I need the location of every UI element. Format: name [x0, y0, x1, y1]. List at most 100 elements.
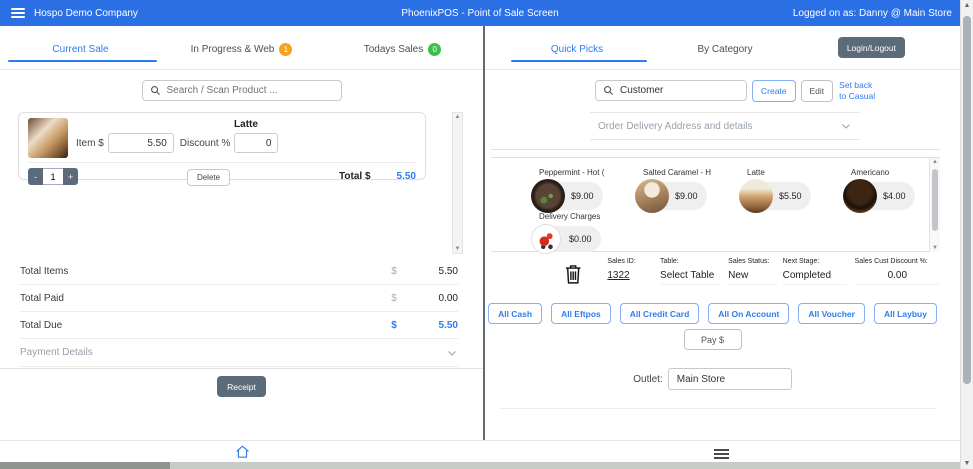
product-latte[interactable]: Latte $5.50 — [739, 168, 811, 213]
scroll-down-icon[interactable]: ▼ — [454, 246, 461, 252]
products-scrollbar[interactable]: ▲ ▼ — [929, 158, 940, 252]
tab-label: By Category — [697, 44, 753, 55]
product-pill: $9.00 — [531, 179, 603, 213]
product-peppermint[interactable]: Peppermint - Hot ( $9.00 — [531, 168, 605, 213]
tab-current-sale[interactable]: Current Sale — [0, 26, 161, 69]
product-search-row — [0, 70, 483, 110]
sales-id-value[interactable]: 1322 — [607, 270, 630, 281]
currency-symbol: $ — [391, 265, 397, 277]
total-due-label: Total Due — [20, 319, 63, 331]
product-name: Americano — [851, 168, 890, 177]
customer-input[interactable] — [614, 85, 746, 96]
sales-id-field: Sales ID: 1322 — [607, 258, 650, 284]
sale-item-card: Latte Item $ Discount % - + — [18, 112, 426, 186]
all-on-account-button[interactable]: All On Account — [708, 303, 790, 324]
scrollbar-thumb[interactable] — [932, 169, 938, 231]
sale-item-image — [28, 118, 68, 158]
outlet-input[interactable] — [667, 368, 792, 390]
delete-item-button[interactable]: Delete — [186, 169, 231, 186]
total-paid-row: Total Paid $ 0.00 — [20, 285, 458, 312]
scroll-down-icon[interactable]: ▼ — [932, 245, 938, 251]
tab-label: In Progress & Web — [190, 44, 275, 55]
receipt-button[interactable]: Receipt — [217, 376, 266, 397]
delivery-address-label: Order Delivery Address and details — [598, 120, 753, 132]
all-cash-button[interactable]: All Cash — [488, 303, 543, 324]
product-salted-caramel[interactable]: Salted Caramel - H $9.00 — [635, 168, 711, 213]
customer-row: Create Edit Set back to Casual — [595, 80, 960, 106]
product-pill: $9.00 — [635, 179, 707, 213]
tab-by-category[interactable]: By Category — [651, 26, 799, 69]
sale-item-name: Latte — [234, 119, 258, 130]
currency-symbol: $ — [391, 292, 397, 304]
line-total-value: 5.50 — [396, 171, 416, 182]
horizontal-scrollbar[interactable] — [0, 462, 960, 469]
next-stage-field: Next Stage: Completed — [782, 258, 847, 285]
all-eftpos-button[interactable]: All Eftpos — [551, 303, 611, 324]
qty-plus-button[interactable]: + — [63, 168, 78, 185]
product-pill: $0.00 — [531, 224, 601, 254]
payment-buttons-row: All Cash All Eftpos All Credit Card All … — [485, 303, 940, 324]
bottom-bar — [0, 440, 960, 462]
set-back-to-casual-link[interactable]: Set back to Casual — [839, 80, 876, 102]
total-paid-value: 0.00 — [438, 292, 458, 304]
company-name: Hospo Demo Company — [34, 7, 138, 19]
all-voucher-button[interactable]: All Voucher — [798, 303, 865, 324]
total-paid-label: Total Paid — [20, 292, 64, 304]
bottom-menu-icon[interactable] — [714, 447, 729, 461]
tab-quick-picks[interactable]: Quick Picks — [503, 26, 651, 69]
sales-status-field: Sales Status: New — [728, 258, 777, 285]
table-field: Table: Select Table — [660, 258, 721, 285]
product-name: Delivery Charges — [539, 212, 601, 221]
page-scrollbar[interactable]: ▲ ▼ — [960, 0, 973, 469]
scroll-down-icon[interactable]: ▼ — [963, 460, 971, 467]
all-laybuy-button[interactable]: All Laybuy — [873, 303, 937, 324]
scroll-up-icon[interactable]: ▲ — [963, 2, 971, 9]
product-image — [531, 179, 565, 213]
scrollbar-thumb[interactable] — [963, 16, 971, 384]
item-price-input[interactable] — [107, 133, 174, 153]
product-name: Latte — [747, 168, 765, 177]
qty-input[interactable] — [43, 168, 63, 185]
all-credit-card-button[interactable]: All Credit Card — [619, 303, 700, 324]
total-items-row: Total Items $ 5.50 — [20, 258, 458, 285]
product-name: Peppermint - Hot ( — [539, 168, 605, 177]
tab-label: Current Sale — [52, 44, 109, 55]
items-scrollbar[interactable]: ▲ ▼ — [452, 112, 463, 254]
customer-edit-button[interactable]: Edit — [800, 80, 834, 102]
chevron-down-icon — [842, 124, 850, 129]
menu-icon[interactable] — [11, 6, 25, 20]
product-americano[interactable]: Americano $4.00 — [843, 168, 915, 213]
qty-minus-button[interactable]: - — [28, 168, 43, 185]
search-icon — [150, 85, 160, 95]
product-delivery-charges[interactable]: Delivery Charges $0.00 — [531, 212, 601, 254]
payment-details-expander[interactable]: Payment Details — [20, 339, 458, 367]
divider — [500, 408, 935, 409]
product-image — [739, 179, 773, 213]
sale-info-row: Sales ID: 1322 Table: Select Table Sales… — [485, 258, 940, 286]
scroll-up-icon[interactable]: ▲ — [454, 114, 461, 120]
search-icon — [604, 86, 614, 96]
tab-todays-sales[interactable]: Todays Sales 0 — [322, 26, 483, 69]
currency-symbol: $ — [391, 319, 397, 331]
cust-discount-field: Sales Cust Discount %: 0.00 — [854, 258, 940, 285]
product-search-input[interactable] — [160, 84, 341, 96]
login-logout-button[interactable]: Login/Logout — [837, 37, 905, 58]
trash-icon[interactable] — [563, 262, 583, 286]
line-total-label: Total $ — [339, 171, 371, 182]
pay-amount-button[interactable]: Pay $ — [683, 329, 742, 350]
delivery-address-expander[interactable]: Order Delivery Address and details — [590, 112, 860, 140]
table-value[interactable]: Select Table — [660, 270, 721, 285]
scroll-up-icon[interactable]: ▲ — [932, 159, 938, 165]
product-search-box — [141, 79, 342, 101]
todays-sales-badge: 0 — [428, 43, 442, 56]
next-stage-value: Completed — [782, 270, 847, 285]
total-due-row: Total Due $ 5.50 — [20, 312, 458, 339]
item-price-label: Item $ — [76, 137, 104, 149]
customer-create-button[interactable]: Create — [752, 80, 796, 102]
home-icon[interactable] — [235, 444, 250, 459]
totals-section: Total Items $ 5.50 Total Paid $ 0.00 Tot… — [0, 258, 483, 367]
tab-in-progress-web[interactable]: In Progress & Web 1 — [161, 26, 322, 69]
scrollbar-thumb[interactable] — [0, 462, 170, 469]
item-discount-input[interactable] — [234, 133, 279, 153]
sales-status-value: New — [728, 270, 777, 285]
